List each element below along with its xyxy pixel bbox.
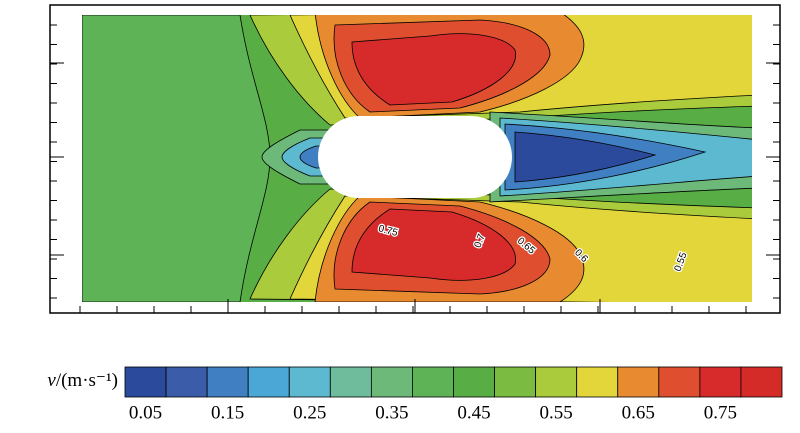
colorbar-tick-label: 0.65 bbox=[622, 402, 655, 423]
contour-field bbox=[82, 15, 752, 302]
label-variable: v bbox=[47, 370, 56, 391]
colorbar-swatch bbox=[576, 366, 619, 398]
colorbar-swatch bbox=[617, 366, 660, 398]
colorbar-tick-label: 0.15 bbox=[211, 402, 244, 423]
colorbar-tick-label: 0.55 bbox=[540, 402, 573, 423]
contour-region bbox=[351, 33, 516, 106]
colorbar-tick-label: 0.45 bbox=[457, 402, 490, 423]
colorbar-tick-label: 0.75 bbox=[704, 402, 737, 423]
colorbar-tick-label: 0.05 bbox=[129, 402, 162, 423]
colorbar: 0.05 0.15 0.25 0.35 0.45 0.55 0.65 0.75 bbox=[124, 366, 783, 423]
colorbar-tick-label: 0.25 bbox=[293, 402, 326, 423]
colorbar-tick-label: 0.35 bbox=[375, 402, 408, 423]
colorbar-swatch bbox=[658, 366, 701, 398]
colorbar-label: v/(m·s⁻¹) bbox=[47, 370, 118, 391]
colorbar-swatch bbox=[370, 366, 413, 398]
colorbar-swatch bbox=[165, 366, 208, 398]
colorbar-swatch bbox=[247, 366, 290, 398]
colorbar-swatch bbox=[288, 366, 331, 398]
colorbar-swatch bbox=[494, 366, 537, 398]
contour-region bbox=[82, 15, 271, 302]
contour-region bbox=[351, 208, 516, 281]
contour-region bbox=[514, 131, 657, 183]
colorbar-swatch bbox=[329, 366, 372, 398]
label-unit: /(m·s⁻¹) bbox=[56, 370, 118, 391]
colorbar-swatch bbox=[453, 366, 495, 398]
colorbar-swatch bbox=[740, 366, 783, 398]
colorbar-swatch bbox=[535, 366, 578, 398]
axis-ticks bbox=[50, 24, 780, 313]
colorbar-swatch bbox=[124, 366, 167, 398]
colorbar-swatch bbox=[412, 366, 454, 398]
obstacle bbox=[318, 116, 512, 198]
colorbar-swatch bbox=[206, 366, 249, 398]
colorbar-swatch bbox=[699, 366, 742, 398]
